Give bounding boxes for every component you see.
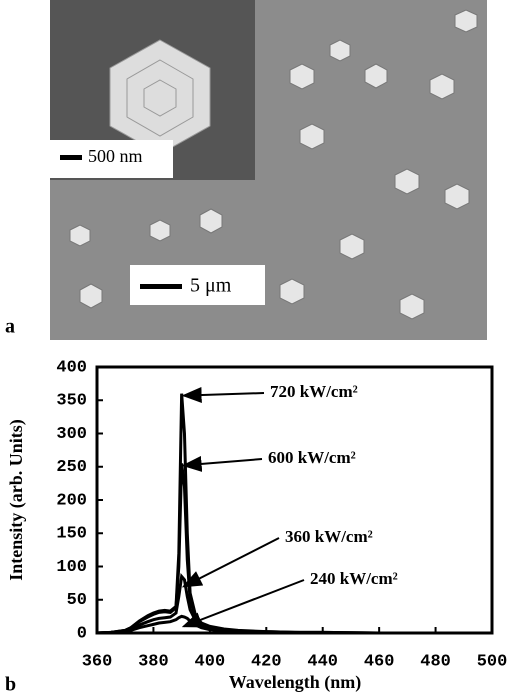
x-tick-label: 480 [420, 652, 451, 671]
y-tick-label: 100 [56, 558, 87, 577]
y-tick-label: 250 [56, 458, 87, 477]
scale-label: 500 nm [88, 146, 143, 166]
series-label: 360 kW/cm² [285, 527, 373, 546]
y-tick-label: 350 [56, 392, 87, 411]
x-tick-label: 460 [364, 652, 395, 671]
y-tick-label: 50 [67, 591, 87, 610]
annotation-arrow [184, 393, 264, 396]
annotation-arrow [184, 580, 304, 626]
y-axis-label: Intensity (arb. Units) [6, 419, 27, 581]
panel-label: b [5, 674, 16, 696]
y-tick-label: 400 [56, 358, 87, 377]
panel-label: a [5, 316, 15, 338]
sem-image: 500 nm 5 μm [50, 0, 487, 340]
x-tick-label: 420 [251, 652, 282, 671]
y-tick-label: 0 [77, 624, 87, 643]
y-tick-label: 200 [56, 491, 87, 510]
x-tick-label: 440 [307, 652, 338, 671]
x-axis-label: Wavelength (nm) [229, 672, 362, 693]
series-label: 600 kW/cm² [268, 448, 356, 467]
page: {"figure": {"panel_a": "a", "panel_b": "… [0, 0, 520, 696]
scale-label: 5 μm [190, 275, 232, 297]
series-label: 720 kW/cm² [270, 382, 358, 401]
x-tick-label: 400 [195, 652, 226, 671]
figure: 500 nm 5 μm a b Wavelength (nm) Intensit… [0, 0, 520, 696]
line-series [97, 463, 492, 633]
annotation-arrow [184, 538, 279, 586]
x-tick-label: 500 [477, 652, 508, 671]
x-tick-label: 380 [138, 652, 169, 671]
series-label: 240 kW/cm² [310, 569, 398, 588]
y-tick-label: 150 [56, 525, 87, 544]
plot-frame [97, 367, 492, 633]
x-tick-label: 360 [82, 652, 113, 671]
line-series [97, 394, 492, 633]
y-tick-label: 300 [56, 425, 87, 444]
annotation-arrow [184, 459, 262, 465]
